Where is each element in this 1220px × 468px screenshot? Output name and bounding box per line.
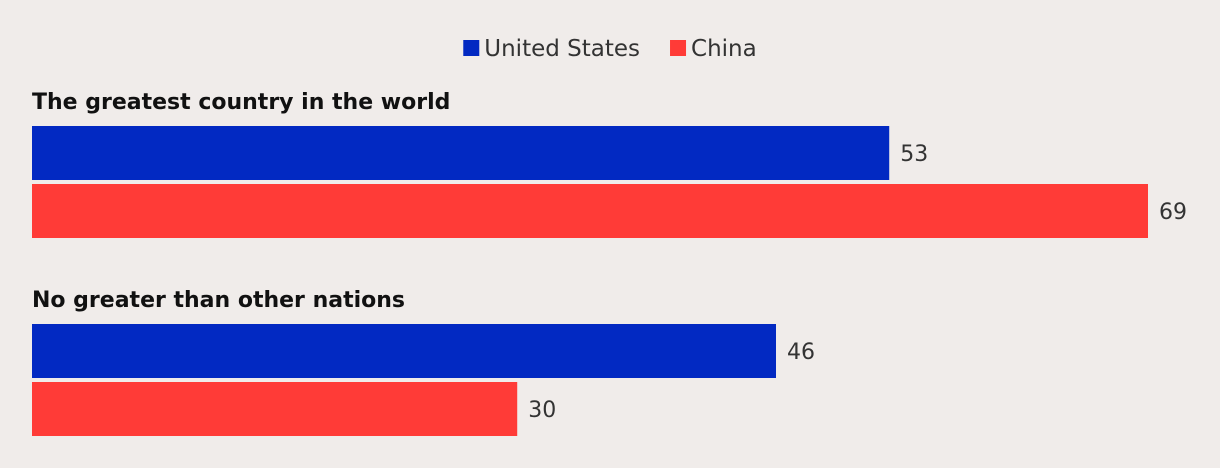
legend-swatch-china xyxy=(670,40,687,56)
legend: United States China xyxy=(463,36,757,62)
value-label-united-states: 46 xyxy=(787,340,815,365)
bar-china xyxy=(32,382,518,436)
value-label-china: 30 xyxy=(528,398,556,423)
bar-group-1: The greatest country in the world 53 69 xyxy=(32,90,1187,238)
category-label: No greater than other nations xyxy=(32,288,405,313)
bar-united-states xyxy=(32,324,776,378)
bar-china xyxy=(32,184,1148,238)
value-label-united-states: 53 xyxy=(900,142,928,167)
bar-united-states xyxy=(32,126,890,180)
value-label-china: 69 xyxy=(1159,200,1187,225)
bar-groups: The greatest country in the world 53 69 No … xyxy=(32,90,1187,436)
legend-label-china: China xyxy=(691,36,757,62)
legend-swatch-united-states xyxy=(463,40,480,56)
category-label: The greatest country in the world xyxy=(32,90,450,115)
bar-group-2: No greater than other nations 46 30 xyxy=(32,288,815,436)
legend-label-united-states: United States xyxy=(484,36,640,62)
